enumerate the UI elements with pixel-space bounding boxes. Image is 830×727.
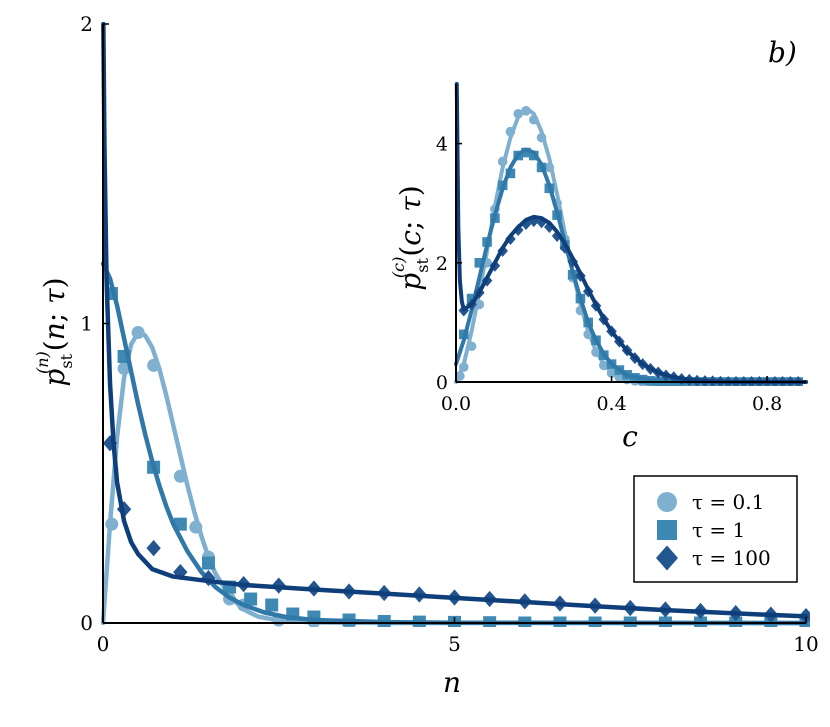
main-plot-area: [100, 22, 810, 627]
legend-label-2: τ = 1: [692, 518, 745, 542]
main-y-axis-label-text: pst(n)(n; τ): [33, 277, 76, 386]
legend-label-3: τ = 100: [692, 546, 771, 570]
main-series-2-point-5: [201, 556, 215, 570]
inset-y-tick-label-2: 2: [436, 253, 448, 275]
main-x-tick-label-1: 0: [97, 632, 110, 656]
inset-x-tick-label-3: 0.8: [752, 393, 782, 415]
main-x-axis-label: n: [443, 666, 461, 699]
inset-x-tick-label-1: 0.0: [441, 393, 471, 415]
main-y-axis-label: pst(n)(n; τ): [33, 277, 76, 386]
legend-label-1: τ = 0.1: [692, 490, 764, 514]
inset-plot: 0.0 0.4 0.8 0 2 4: [414, 82, 808, 424]
main-series-2-point-7: [244, 592, 258, 606]
inset-series-2-point-3: [474, 258, 485, 268]
inset-y-tick-label-3: 4: [436, 134, 448, 156]
legend-marker-1: [657, 492, 677, 512]
main-x-tick-label-3: 10: [793, 632, 818, 656]
inset-series-2-point-9: [521, 147, 531, 158]
inset-x-axis-label: c: [622, 420, 638, 453]
main-y-tick-label-1: 0: [80, 611, 93, 635]
inset-x-tick-label-2: 0.4: [596, 393, 626, 415]
inset-series-2-line: [454, 147, 808, 384]
panel-label: b): [768, 36, 797, 69]
main-series-3-line: [101, 22, 809, 619]
main-plot: 0 5 10 0 1 2: [80, 12, 818, 656]
inset-y-tick-label-1: 0: [436, 372, 448, 394]
main-series-2-point-8: [265, 598, 279, 612]
main-x-tick-label-2: 5: [448, 632, 461, 656]
legend-entry-2: τ = 1: [657, 518, 745, 542]
inset-series-3-line: [454, 82, 808, 384]
main-y-tick-label-3: 2: [80, 12, 93, 36]
inset-y-axis-label-text: pst(c)(c; τ): [389, 185, 432, 290]
main-series-3-point-3: [146, 540, 161, 557]
legend-marker-3: [656, 545, 678, 571]
inset-series-3: [454, 82, 808, 386]
main-y-tick-label-2: 1: [80, 312, 93, 336]
legend-entry-3: τ = 100: [656, 545, 771, 571]
legend-marker-2: [657, 520, 677, 540]
legend: τ = 0.1 τ = 1 τ = 100: [633, 475, 798, 583]
main-series-2-line: [100, 261, 809, 626]
legend-entry-1: τ = 0.1: [657, 490, 764, 514]
inset-plot-area: [454, 82, 808, 386]
inset-series-2-point-7: [505, 168, 516, 179]
main-series-3: [101, 22, 810, 625]
inset-y-axis-label: pst(c)(c; τ): [389, 185, 432, 290]
